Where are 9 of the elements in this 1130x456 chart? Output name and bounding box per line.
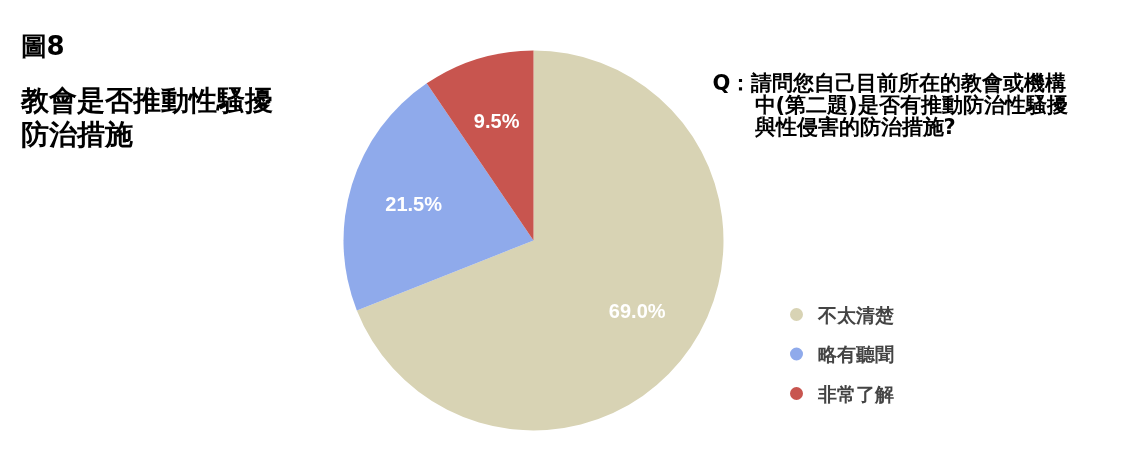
legend-label: 非常了解 bbox=[816, 382, 894, 405]
text: Q：請問您自己目前所在的教會或機構中(第二題)是否有推動防治性騷擾與性侵害的防治措施? bbox=[712, 70, 1068, 139]
data-label: 69.0% bbox=[608, 299, 666, 322]
legend-label: 略有聽聞 bbox=[817, 343, 894, 365]
data-label: 21.5% bbox=[385, 192, 443, 215]
legend-label: 不太清楚 bbox=[816, 303, 895, 326]
text: 教會是否推動性騷擾防治措施 bbox=[19, 83, 273, 151]
data-label: 9.5% bbox=[473, 109, 520, 132]
text: 圖8 bbox=[20, 30, 65, 61]
